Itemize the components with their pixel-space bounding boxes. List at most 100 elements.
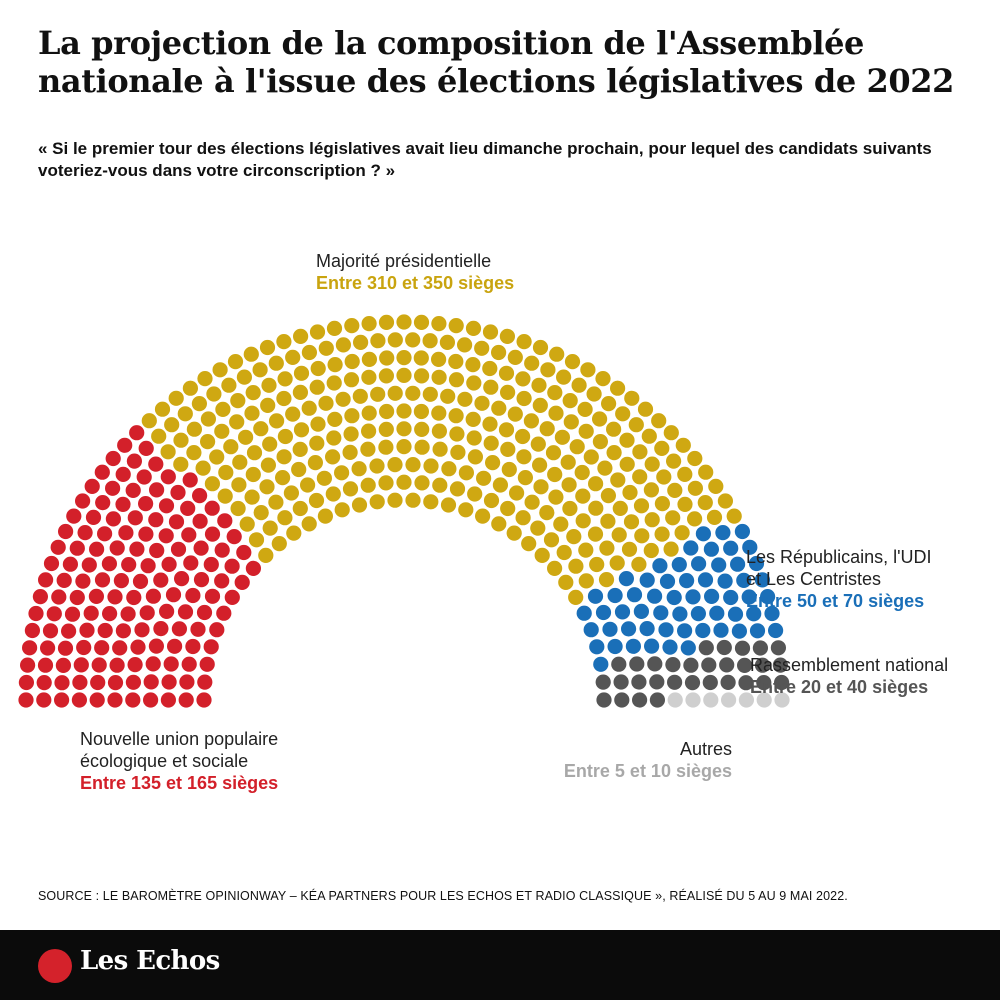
- seat-dot-majorite: [334, 465, 350, 481]
- seat-dot-lr: [736, 572, 752, 589]
- seat-dot-majorite: [209, 449, 225, 465]
- seat-dot-nupes: [54, 675, 70, 691]
- seat-dot-lr: [625, 638, 642, 654]
- seat-dot-majorite: [230, 393, 246, 409]
- seat-dot-nupes: [64, 606, 81, 622]
- seat-dot-majorite: [549, 346, 565, 362]
- seat-dot-majorite: [353, 334, 369, 350]
- seat-dot-majorite: [523, 413, 540, 429]
- seat-dot-nupes: [171, 621, 187, 637]
- seat-dot-majorite: [706, 509, 723, 525]
- seat-dot-majorite: [482, 360, 498, 377]
- seat-dot-nupes: [134, 622, 150, 638]
- seat-dot-majorite: [361, 351, 377, 367]
- seat-dot-rn: [631, 674, 647, 690]
- seat-dot-majorite: [387, 332, 403, 348]
- seat-dot-nupes: [94, 572, 111, 588]
- seat-dot-majorite: [543, 532, 560, 548]
- seat-dot-majorite: [599, 540, 615, 556]
- seat-dot-lr: [713, 622, 729, 638]
- seat-dot-majorite: [476, 470, 492, 486]
- seat-dot-majorite: [619, 456, 635, 472]
- seat-dot-majorite: [465, 411, 481, 427]
- seat-dot-majorite: [351, 497, 368, 513]
- seat-dot-majorite: [260, 457, 276, 473]
- seat-dot-nupes: [125, 482, 141, 498]
- seat-dot-majorite: [474, 340, 490, 356]
- seat-dot-majorite: [168, 390, 184, 406]
- seat-dot-majorite: [236, 369, 252, 385]
- seat-dot-lr: [697, 572, 714, 588]
- seat-dot-majorite: [644, 456, 660, 472]
- seat-dot-rn: [611, 656, 627, 672]
- seat-dot-majorite: [360, 477, 376, 493]
- seat-dot-majorite: [227, 354, 244, 370]
- chart-subtitle: « Si le premier tour des élections légis…: [38, 139, 932, 180]
- seat-dot-rn: [770, 640, 787, 656]
- seat-dot-majorite: [458, 465, 474, 481]
- seat-dot-majorite: [326, 430, 342, 446]
- seat-dot-nupes: [159, 603, 175, 620]
- seat-dot-majorite: [310, 416, 326, 432]
- seat-dot-nupes: [125, 674, 141, 690]
- seat-dot-majorite: [562, 393, 578, 409]
- seat-dot-nupes: [105, 480, 121, 496]
- source-note: SOURCE : LE BAROMÈTRE OPINIONWAY – KÉA P…: [38, 889, 848, 903]
- seat-dot-lr: [723, 589, 739, 606]
- seat-dot-majorite: [587, 526, 604, 542]
- seat-dot-lr: [626, 587, 643, 603]
- seat-dot-nupes: [181, 656, 197, 672]
- seat-dot-nupes: [58, 523, 74, 540]
- seat-dot-majorite: [449, 426, 465, 442]
- seat-dot-majorite: [491, 516, 507, 532]
- seat-dot-majorite: [268, 494, 284, 510]
- seat-dot-nupes: [75, 493, 91, 509]
- seat-dot-rn: [647, 656, 663, 672]
- seat-dot-majorite: [232, 454, 248, 470]
- seat-dot-majorite: [632, 469, 648, 485]
- logo-text: Les Echos: [80, 946, 220, 976]
- seat-dot-majorite: [252, 362, 268, 378]
- seat-dot-majorite: [621, 541, 638, 557]
- seat-dot-majorite: [277, 371, 293, 387]
- seat-dot-majorite: [276, 390, 292, 407]
- seat-dot-majorite: [212, 362, 228, 378]
- seat-dot-rn: [614, 692, 630, 708]
- seat-dot-rn: [667, 674, 683, 690]
- seat-dot-majorite: [318, 340, 334, 356]
- seat-dot-majorite: [656, 469, 672, 485]
- seat-dot-majorite: [578, 573, 594, 589]
- seat-dot-majorite: [654, 526, 670, 542]
- seat-dot-nupes: [97, 622, 113, 639]
- seat-dot-lr: [748, 555, 765, 572]
- seat-dot-majorite: [378, 421, 394, 437]
- seat-dot-nupes: [62, 556, 78, 572]
- seat-dot-majorite: [548, 405, 564, 421]
- seat-dot-lr: [653, 605, 669, 621]
- seat-dot-nupes: [115, 466, 131, 482]
- seat-dot-majorite: [554, 429, 571, 445]
- seat-dot-majorite: [300, 477, 316, 493]
- seat-dot-majorite: [229, 414, 245, 430]
- seat-dot-majorite: [197, 371, 213, 387]
- seat-dot-majorite: [467, 449, 483, 465]
- seat-dot-majorite: [405, 457, 421, 473]
- seat-dot-majorite: [261, 377, 277, 393]
- seat-dot-majorite: [245, 466, 261, 483]
- seat-dot-majorite: [663, 425, 679, 441]
- seat-dot-majorite: [578, 542, 594, 558]
- seat-dot-lr: [695, 622, 711, 639]
- seat-dot-nupes: [120, 606, 136, 622]
- seat-dot-majorite: [200, 434, 216, 450]
- seat-dot-nupes: [181, 527, 197, 543]
- seat-dot-majorite: [141, 413, 157, 429]
- seat-dot-majorite: [600, 488, 617, 504]
- seat-dot-nupes: [236, 544, 252, 561]
- seat-dot-majorite: [467, 486, 483, 502]
- seat-dot-nupes: [203, 639, 219, 655]
- seat-dot-majorite: [726, 508, 742, 524]
- seat-dot-nupes: [51, 589, 67, 605]
- seat-dot-majorite: [675, 437, 691, 453]
- seat-dot-majorite: [248, 532, 265, 548]
- seat-dot-lr: [621, 621, 637, 637]
